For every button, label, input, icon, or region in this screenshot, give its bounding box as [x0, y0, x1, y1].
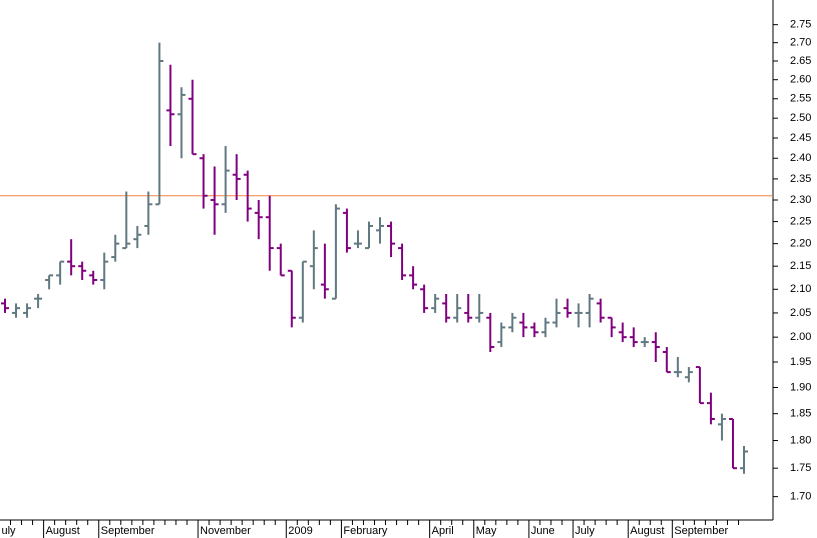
- x-tick-label: September: [101, 525, 155, 537]
- y-tick-label: 1.70: [790, 491, 811, 503]
- y-tick-label: 2.15: [790, 260, 811, 272]
- y-tick-label: 2.00: [790, 331, 811, 343]
- y-tick-label: 2.45: [790, 132, 811, 144]
- x-tick-label: July: [575, 525, 595, 537]
- y-tick-label: 2.70: [790, 37, 811, 49]
- y-tick-label: 2.05: [790, 307, 811, 319]
- y-tick-label: 2.40: [790, 152, 811, 164]
- y-tick-label: 1.95: [790, 356, 811, 368]
- x-tick-label: June: [531, 525, 555, 537]
- x-tick-label: 2009: [288, 525, 312, 537]
- y-tick-label: 2.50: [790, 112, 811, 124]
- x-tick-label: February: [343, 525, 388, 537]
- y-tick-label: 2.30: [790, 194, 811, 206]
- y-tick-label: 1.80: [790, 434, 811, 446]
- x-tick-label: May: [476, 525, 497, 537]
- y-tick-label: 2.60: [790, 74, 811, 86]
- x-tick-label: November: [200, 525, 251, 537]
- y-tick-label: 2.10: [790, 283, 811, 295]
- y-tick-label: 1.90: [790, 381, 811, 393]
- y-tick-label: 2.35: [790, 173, 811, 185]
- y-tick-label: 1.85: [790, 408, 811, 420]
- x-tick-label: September: [674, 525, 728, 537]
- x-tick-label: uly: [1, 525, 16, 537]
- y-tick-label: 2.65: [790, 55, 811, 67]
- x-tick-label: August: [46, 525, 80, 537]
- y-tick-label: 2.25: [790, 215, 811, 227]
- x-tick-label: August: [630, 525, 664, 537]
- y-tick-label: 2.55: [790, 93, 811, 105]
- y-tick-label: 1.75: [790, 462, 811, 474]
- y-tick-label: 2.75: [790, 19, 811, 31]
- y-tick-label: 2.20: [790, 238, 811, 250]
- x-tick-label: April: [432, 525, 454, 537]
